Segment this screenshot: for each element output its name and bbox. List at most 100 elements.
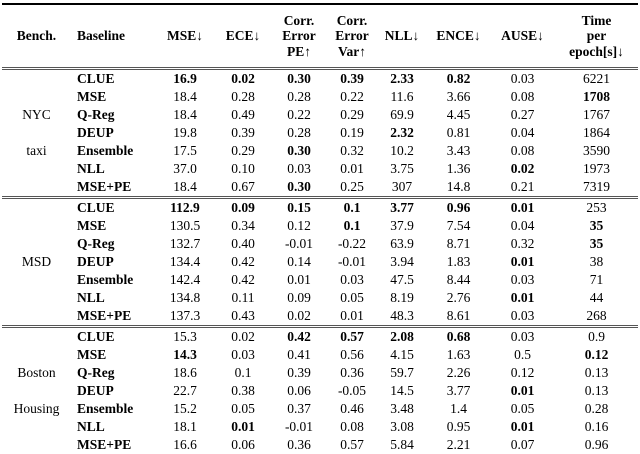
metric-value-corr-pe: 0.01 (287, 272, 311, 287)
table-row-ensemble: Ensemble 142.4 0.42 0.01 0.03 47.5 8.44 0.03 71 (2, 271, 638, 289)
metric-value-corr-pe: 0.02 (287, 308, 311, 323)
metric-value-ece: 0.03 (231, 347, 255, 362)
metric-value-ece: 0.42 (231, 272, 255, 287)
metric-value-ece: 0.43 (231, 308, 255, 323)
metric-value-ause: 0.03 (510, 308, 535, 323)
metric-value-corr-pe: 0.39 (287, 365, 311, 380)
metric-value-nll: 59.7 (390, 365, 414, 380)
baseline-label: Ensemble (77, 143, 134, 158)
metric-value-corr-var: 0.39 (340, 71, 364, 86)
col-header-mse: MSE↓ (155, 4, 215, 69)
col-header-bench: Bench. (2, 4, 71, 69)
metric-value-ece: 0.1 (234, 365, 252, 380)
metric-value-ece: 0.11 (231, 290, 255, 305)
metric-value-ence: 1.83 (446, 254, 471, 269)
col-header-ause: AUSE↓ (490, 4, 555, 69)
metric-value-ause: 0.03 (510, 272, 535, 287)
metric-value-ece: 0.02 (231, 329, 255, 344)
col-header-line: Baseline (77, 28, 126, 44)
header-row: Bench. Baseline MSE↓ ECE↓ Corr. Error PE↑ Corr.… (2, 4, 638, 69)
metric-value-ence: 8.71 (446, 236, 471, 251)
table-header: Bench. Baseline MSE↓ ECE↓ Corr. Error PE↑ Corr.… (2, 4, 638, 69)
metric-value-corr-pe: 0.03 (287, 161, 311, 176)
metric-value-corr-pe: 0.42 (287, 329, 311, 344)
metric-value-ence: 14.8 (446, 179, 471, 194)
metric-value-corr-var: 0.1 (343, 200, 361, 215)
metric-value-time: 0.96 (584, 437, 609, 452)
metric-value-nll: 48.3 (390, 308, 414, 323)
baseline-label: Ensemble (77, 272, 134, 287)
metric-value-nll: 2.08 (390, 329, 414, 344)
baseline-label: Q-Reg (77, 365, 115, 380)
baseline-label: MSE+PE (77, 179, 132, 194)
metric-value-corr-var: 0.08 (340, 419, 364, 434)
table-row-ensemble: Ensemble 15.2 0.05 0.37 0.46 3.48 1.4 0.05 0.28 (2, 400, 638, 418)
results-table: Bench. Baseline MSE↓ ECE↓ Corr. Error PE↑ Corr.… (2, 3, 638, 454)
metric-value-ause: 0.01 (510, 200, 535, 215)
bench-label-msd: MSD (2, 198, 71, 327)
baseline-label: NLL (77, 419, 105, 434)
metric-value-time: 3590 (583, 143, 610, 158)
metric-value-corr-var: 0.03 (340, 272, 364, 287)
metric-value-ause: 0.27 (510, 107, 535, 122)
metric-value-corr-var: 0.57 (340, 329, 364, 344)
metric-value-corr-var: 0.25 (340, 179, 364, 194)
metric-value-ause: 0.03 (510, 329, 535, 344)
metric-value-time: 35 (589, 236, 604, 251)
metric-value-time: 6221 (583, 71, 610, 86)
metric-value-ause: 0.07 (510, 437, 535, 452)
metric-value-ece: 0.49 (231, 107, 255, 122)
metric-value-corr-var: 0.46 (340, 401, 364, 416)
metric-value-ause: 0.04 (510, 125, 535, 140)
metric-value-time: 0.9 (588, 329, 605, 344)
metric-value-ence: 1.63 (446, 347, 471, 362)
section-nyc-taxi: NYC taxi CLUE 16.9 0.02 0.30 0.39 2.33 0.82 0.03 6… (2, 69, 638, 198)
section-msd: MSD CLUE 112.9 0.09 0.15 0.1 3.77 0.96 0.01 253 MS… (2, 197, 638, 327)
col-header-corr-pe: Corr. Error PE↑ (271, 4, 327, 69)
metric-value-ence: 3.77 (446, 383, 471, 398)
metric-value-corr-pe: 0.14 (287, 254, 311, 269)
metric-value-mse: 14.3 (173, 347, 197, 362)
metric-value-mse: 22.7 (173, 383, 197, 398)
metric-value-mse: 16.6 (173, 437, 197, 452)
metric-value-time: 0.12 (584, 347, 609, 362)
metric-value-mse: 16.9 (173, 71, 197, 86)
metric-value-time: 0.16 (584, 419, 609, 434)
bench-word: MSD (21, 254, 52, 269)
metric-value-corr-pe: 0.06 (287, 383, 311, 398)
metric-value-time: 0.13 (584, 365, 609, 380)
metric-value-nll: 2.33 (390, 71, 414, 86)
col-header-line: NLL↓ (384, 28, 420, 44)
table-row-clue: Boston Housing CLUE 15.3 0.02 0.42 0.57 2.08 0.6… (2, 327, 638, 416)
metric-value-ence: 0.95 (446, 419, 471, 434)
baseline-label: DEUP (77, 383, 114, 398)
metric-value-nll: 69.9 (390, 107, 414, 122)
metric-value-ece: 0.40 (231, 236, 255, 251)
metric-value-ece: 0.10 (231, 161, 255, 176)
table-row-q-reg: Q-Reg 18.4 0.49 0.22 0.29 69.9 4.45 0.27 1767 (2, 106, 638, 124)
metric-value-time: 71 (589, 272, 604, 287)
metric-value-mse: 18.4 (173, 107, 197, 122)
metric-value-time: 35 (589, 218, 604, 233)
metric-value-nll: 4.15 (390, 347, 414, 362)
metric-value-mse: 37.0 (173, 161, 197, 176)
metric-value-ece: 0.02 (231, 71, 255, 86)
baseline-label: NLL (77, 290, 105, 305)
metric-value-ause: 0.08 (510, 143, 535, 158)
metric-value-time: 253 (586, 200, 607, 215)
table-row-q-reg: Q-Reg 18.6 0.1 0.39 0.36 59.7 2.26 0.12 0.13 (2, 364, 638, 382)
metric-value-ause: 0.5 (514, 347, 531, 362)
metric-value-ence: 8.44 (446, 272, 471, 287)
metric-value-ece: 0.05 (231, 401, 255, 416)
baseline-label: MSE (77, 218, 107, 233)
col-header-time: Time per epoch[s]↓ (555, 4, 638, 69)
metric-value-ause: 0.08 (510, 89, 535, 104)
metric-value-time: 1973 (583, 161, 610, 176)
baseline-label: DEUP (77, 254, 114, 269)
baseline-label: MSE+PE (77, 437, 132, 452)
table-row-mse-pe: MSE+PE 18.4 0.67 0.30 0.25 307 14.8 0.21 7319 (2, 178, 638, 198)
col-header-ece: ECE↓ (215, 4, 271, 69)
col-header-line: ENCE↓ (436, 28, 481, 44)
metric-value-nll: 5.84 (390, 437, 414, 452)
metric-value-ence: 3.66 (446, 89, 471, 104)
